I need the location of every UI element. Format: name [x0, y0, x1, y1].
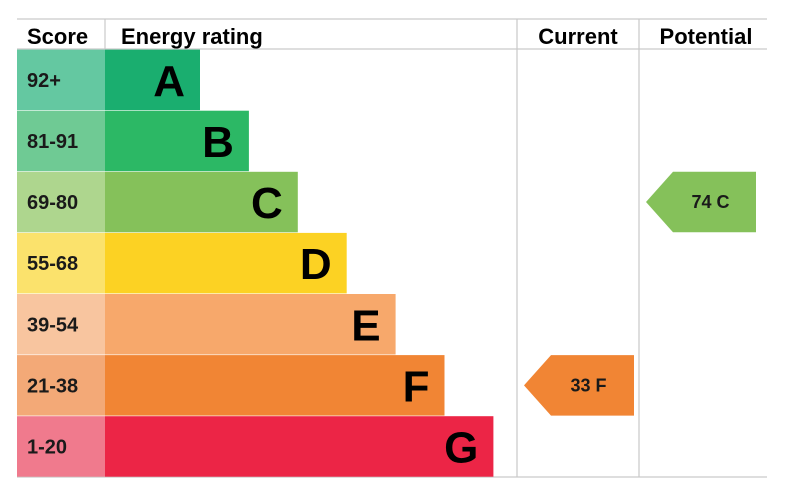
- score-range-label: 81-91: [27, 131, 78, 153]
- score-range-label: 21-38: [27, 375, 78, 397]
- rating-bar-e: [105, 294, 396, 355]
- score-cell-b: [17, 110, 105, 172]
- rating-letter-c: C: [251, 179, 283, 228]
- potential-rating-marker-arrow: [646, 171, 756, 233]
- score-range-label: 69-80: [27, 192, 78, 214]
- current-rating-marker-label: 33 F: [570, 375, 606, 395]
- score-cell-e: [17, 294, 105, 355]
- rating-markers: 33 F 74 C: [524, 171, 756, 416]
- rating-letter-a: A: [153, 57, 185, 106]
- rating-letter-e: E: [351, 301, 380, 350]
- score-range-label: 92+: [27, 70, 61, 92]
- rating-letter-d: D: [300, 240, 332, 289]
- score-cell-d: [17, 232, 105, 294]
- current-rating-marker: 33 F: [524, 355, 634, 416]
- potential-rating-marker-label: 74 C: [691, 192, 729, 212]
- rating-bar-g: [105, 416, 494, 477]
- rating-letter-f: F: [403, 362, 430, 411]
- band-c: 69-80 C: [17, 171, 298, 233]
- header-energy-rating: Energy rating: [121, 24, 263, 49]
- band-b: 81-91 B: [17, 110, 249, 172]
- rating-bands: 92+ A 81-91 B 69-80 C 55-68 D 39-54 E 21-38 F 1-20 G: [17, 49, 494, 477]
- rating-bar-b: [105, 110, 249, 172]
- band-f: 21-38 F: [17, 355, 445, 416]
- current-rating-marker-arrow: [524, 355, 634, 416]
- grid-lines: [17, 18, 767, 478]
- score-cell-a: [17, 49, 105, 111]
- band-g: 1-20 G: [17, 416, 494, 477]
- score-cell-f: [17, 355, 105, 416]
- rating-bar-c: [105, 171, 298, 233]
- rating-bar-a: [105, 49, 200, 111]
- header-score: Score: [27, 24, 88, 49]
- score-cell-g: [17, 416, 105, 477]
- score-range-label: 1-20: [27, 436, 67, 458]
- score-cell-c: [17, 171, 105, 233]
- band-a: 92+ A: [17, 49, 200, 111]
- header-potential: Potential: [660, 24, 753, 49]
- band-e: 39-54 E: [17, 294, 396, 355]
- rating-bar-d: [105, 232, 347, 294]
- rating-letter-b: B: [202, 118, 234, 167]
- rating-letter-g: G: [444, 423, 478, 472]
- header-current: Current: [538, 24, 618, 49]
- score-range-label: 55-68: [27, 253, 78, 275]
- score-range-label: 39-54: [27, 314, 79, 336]
- rating-bar-f: [105, 355, 445, 416]
- potential-rating-marker: 74 C: [646, 171, 756, 233]
- band-d: 55-68 D: [17, 232, 347, 294]
